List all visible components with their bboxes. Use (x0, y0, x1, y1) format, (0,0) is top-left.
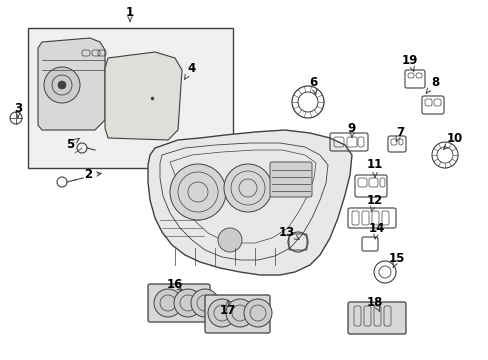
FancyBboxPatch shape (269, 162, 311, 197)
Text: 13: 13 (278, 225, 299, 239)
Circle shape (154, 289, 182, 317)
Text: 7: 7 (395, 126, 403, 141)
Text: 12: 12 (366, 194, 382, 212)
Circle shape (218, 228, 242, 252)
Circle shape (174, 289, 202, 317)
Text: 11: 11 (366, 158, 382, 177)
Text: 15: 15 (388, 252, 405, 267)
Circle shape (225, 299, 253, 327)
FancyBboxPatch shape (347, 302, 405, 334)
Text: 1: 1 (126, 5, 134, 21)
Text: 18: 18 (366, 296, 383, 311)
Circle shape (244, 299, 271, 327)
Text: 9: 9 (347, 122, 355, 138)
Text: 4: 4 (184, 62, 196, 80)
Polygon shape (148, 130, 351, 275)
Text: 8: 8 (426, 76, 438, 93)
Circle shape (207, 299, 236, 327)
FancyBboxPatch shape (148, 284, 209, 322)
Text: 14: 14 (368, 221, 385, 239)
Text: 3: 3 (14, 102, 22, 117)
Circle shape (58, 81, 66, 89)
Text: 16: 16 (166, 279, 183, 292)
Circle shape (44, 67, 80, 103)
Text: 5: 5 (66, 139, 79, 152)
Polygon shape (105, 52, 182, 140)
Text: 2: 2 (84, 168, 101, 181)
Circle shape (191, 289, 219, 317)
Circle shape (224, 164, 271, 212)
Text: 10: 10 (443, 131, 462, 149)
Circle shape (170, 164, 225, 220)
Polygon shape (38, 38, 105, 130)
Bar (28, 28, 232, 168)
Text: 6: 6 (308, 76, 317, 94)
FancyBboxPatch shape (204, 295, 269, 333)
Text: 19: 19 (401, 54, 417, 72)
Text: 17: 17 (220, 301, 236, 316)
